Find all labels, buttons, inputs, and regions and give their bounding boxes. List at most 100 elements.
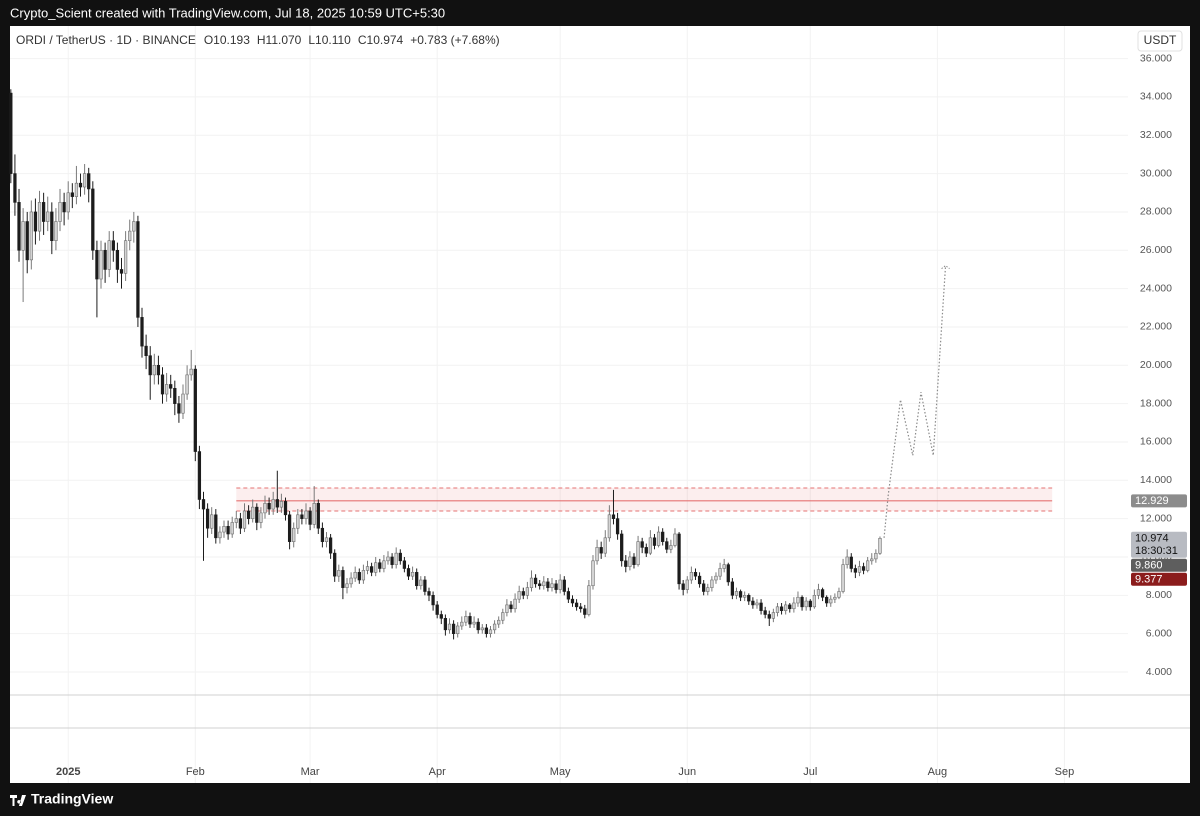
candle-body [628,556,632,567]
candle-body [259,512,263,523]
x-tick-label: Apr [429,766,446,778]
candle-body [271,499,275,510]
candle-body [808,600,812,608]
candle-body [472,621,476,625]
candle-body [222,526,226,533]
candle-body [648,537,653,554]
candle-body [784,604,788,611]
candle-body [587,585,591,615]
y-tick-label: 22.000 [1140,321,1172,333]
candle-body [710,579,714,588]
candle-body [853,568,857,573]
candle-body [849,556,853,569]
candle-body [50,211,54,241]
candle-body [328,537,333,554]
candle-body [624,560,628,567]
candle-body [308,510,312,525]
ohlc-value: C10.974 [358,33,404,47]
x-tick-label: Jun [678,766,696,778]
candle-body [17,202,21,251]
candle-body [152,364,156,376]
candle-body [128,230,132,241]
y-tick-label: 32.000 [1140,129,1172,141]
candle-body [267,503,271,510]
candle-body [747,595,751,602]
logo-icon [10,795,26,806]
candle-body [296,514,300,529]
candle-body [70,192,74,197]
x-tick-label: May [550,766,571,778]
candle-body [632,556,636,565]
candle-body [99,249,103,280]
candle-body [456,625,460,634]
price-label-box [1131,558,1187,572]
candle-body [189,368,193,376]
candle-body [829,598,833,604]
price-label-box [1131,531,1187,558]
candle-body [25,221,29,261]
candle-body [554,583,558,590]
candle-body [771,612,776,619]
candle-body [845,556,849,565]
candle-body [164,384,169,395]
y-tick-label: 34.000 [1140,91,1172,103]
candle-body [665,541,669,550]
x-tick-label: 2025 [56,766,80,778]
candle-body [607,514,612,539]
candle-body [521,591,525,596]
candle-body [861,566,866,571]
candle-body [878,538,882,554]
candle-body [722,564,726,569]
candle-body [87,173,91,190]
x-tick-label: Aug [928,766,948,778]
candle-body [353,572,357,579]
candle-body [640,541,644,548]
candle-body [439,614,443,619]
candle-body [542,581,546,587]
y-tick-label: 4.000 [1146,666,1172,678]
candle-body [193,368,197,452]
candle-body [46,211,50,222]
candle-body [620,533,624,562]
currency-button[interactable] [1137,30,1183,52]
candle-body [546,581,550,588]
ohlc-value: L10.110 [308,33,351,47]
candle-body [33,211,38,232]
candle-body [488,629,493,634]
y-tick-label: 14.000 [1140,474,1172,486]
candle-body [369,566,374,573]
candle-body [169,384,173,389]
candle-body [464,616,468,623]
candle-body [181,393,185,414]
symbol-title: ORDI / TetherUS · 1D · BINANCE [16,33,196,47]
candle-body [242,510,247,529]
ohlc-value: H11.070 [257,33,302,47]
currency[interactable]: USDT [1144,33,1177,47]
candle-body [800,596,804,608]
countdown: 18:30:31 [1135,545,1178,557]
candle-body [341,570,345,588]
candle-body [144,345,148,357]
candle-body [603,537,607,554]
candle-body [480,627,484,631]
candle-body [423,579,427,592]
candle-body [476,621,480,631]
candle-body [41,202,46,222]
candle-body [140,317,144,347]
candle-body [304,510,308,519]
candle-body [730,581,735,596]
y-tick-label: 30.000 [1140,167,1172,179]
plot-area [9,26,1128,783]
candle-body [825,596,829,604]
candle-body [201,499,206,510]
candle-body [816,589,821,596]
candle-body [538,583,542,587]
candle-body [378,562,382,569]
candle-body [718,568,722,577]
candle-body [160,374,165,395]
candle-body [788,604,792,610]
y-tick-label: 18.000 [1140,397,1172,409]
candle-body [324,537,329,542]
price-label: 10.974 [1135,533,1169,545]
y-tick-label: 26.000 [1140,244,1172,256]
